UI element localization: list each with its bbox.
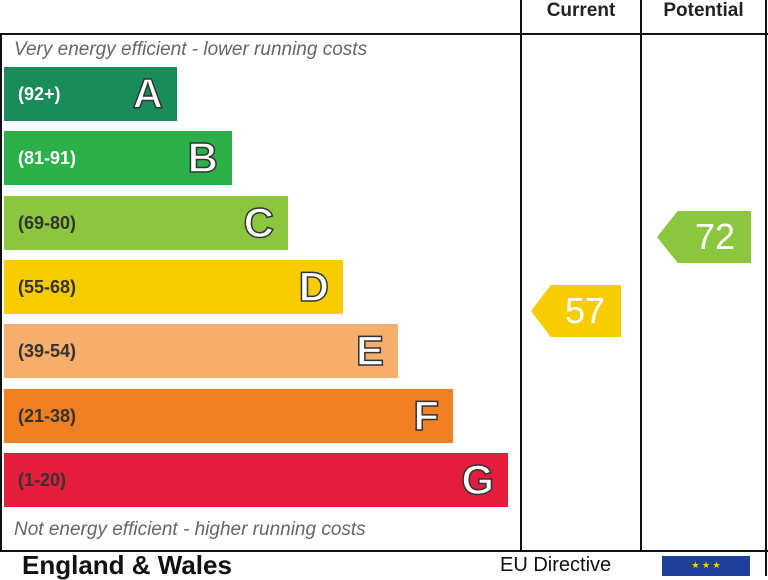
rating-letter: G: [461, 455, 495, 504]
current-rating-value: 57: [564, 290, 605, 331]
potential-rating-value: 72: [694, 216, 735, 257]
footer-directive: EU Directive: [500, 554, 612, 576]
note-bottom: Not energy efficient - higher running co…: [14, 519, 366, 540]
rating-range: (81-91): [18, 147, 77, 168]
current-rating-arrow: 57: [531, 285, 621, 337]
potential-rating-arrow: 72: [657, 211, 751, 263]
rating-bar-f: (21-38) F: [4, 389, 453, 443]
rating-bar-g: (1-20) G: [4, 453, 508, 507]
eu-flag-icon: ★ ★ ★: [662, 556, 750, 576]
rating-range: (1-20): [18, 469, 67, 490]
column-divider-current: [520, 0, 522, 551]
rating-bar-c: (69-80) C: [4, 196, 288, 250]
rating-range: (39-54): [18, 340, 77, 361]
header-potential: Potential: [663, 0, 744, 21]
rating-letter: C: [243, 198, 275, 247]
rating-letter: E: [355, 326, 385, 375]
rating-letter: D: [298, 262, 330, 311]
header-current: Current: [546, 0, 616, 21]
footer-divider: [0, 550, 768, 552]
rating-bar-e: (39-54) E: [4, 324, 398, 378]
border-left: [0, 34, 2, 552]
header-divider: [0, 33, 768, 35]
footer: England & Wales EU Directive ★ ★ ★: [0, 550, 768, 580]
rating-range: (92+): [18, 83, 61, 104]
column-divider-potential: [640, 0, 642, 551]
rating-letter: B: [187, 133, 219, 182]
note-top: Very energy efficient - lower running co…: [14, 39, 368, 60]
rating-bar-a: (92+) A: [4, 67, 177, 121]
rating-bar-d: (55-68) D: [4, 260, 343, 314]
rating-range: (69-80): [18, 212, 77, 233]
footer-region: England & Wales: [22, 550, 232, 580]
rating-bar-b: (81-91) B: [4, 131, 232, 185]
rating-letter: F: [413, 391, 440, 440]
border-right: [765, 0, 767, 576]
rating-range: (21-38): [18, 405, 77, 426]
rating-range: (55-68): [18, 276, 77, 297]
rating-letter: A: [132, 69, 164, 118]
